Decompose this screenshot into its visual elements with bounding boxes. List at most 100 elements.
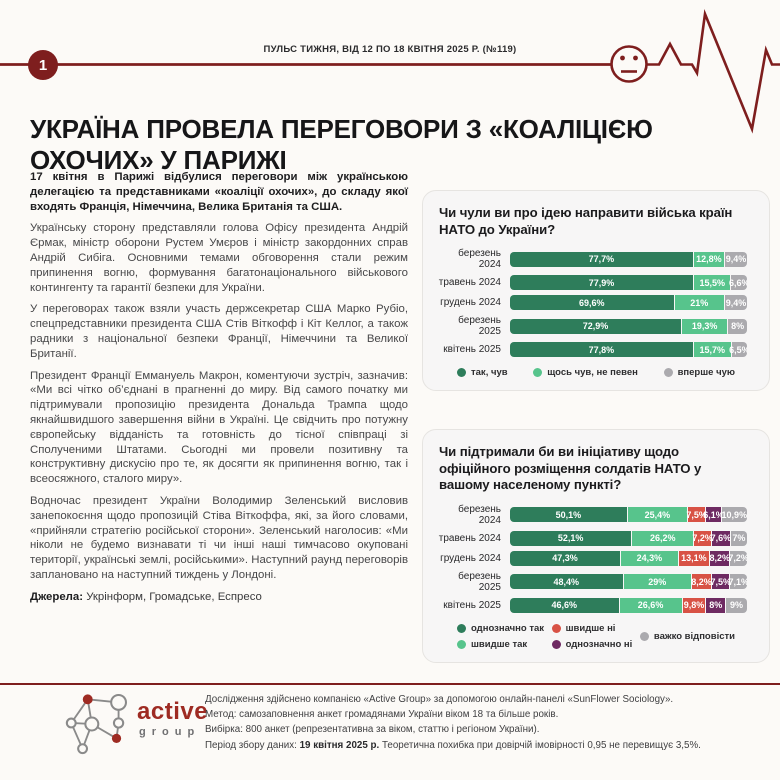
- category-label: березень 2025: [458, 570, 501, 593]
- bar-value-label: 13,1%: [681, 553, 707, 563]
- period-prefix: Період збору даних:: [205, 739, 300, 751]
- bar-value-label: 77,8%: [588, 344, 615, 355]
- stacked-bar: 77,9% 15,5%6,6%: [510, 275, 747, 290]
- bar-value-label: 15,7%: [699, 344, 726, 355]
- stacked-bar: 52,1% 26,2% 7,2% 7,6% 7%: [510, 530, 747, 546]
- bar-value-label: 52,1%: [557, 533, 584, 543]
- bar-row: квітень 2025 77,8% 15,7%6,5%: [437, 342, 747, 357]
- article-paragraph: Президент Франції Еммануель Макрон, коме…: [30, 369, 408, 486]
- methodology-line: Вибірка: 800 анкет (репрезентативна за в…: [205, 724, 540, 736]
- category-label: квітень 2025: [443, 344, 501, 355]
- legend-dot: [457, 368, 466, 377]
- bar-segment: 6,5%: [729, 342, 747, 357]
- bar-value-label: 7,1%: [728, 576, 747, 587]
- bar-value-label: 48,4%: [553, 576, 580, 587]
- legend-item: однозначно так: [457, 623, 544, 634]
- bar-value-label: 6,1%: [703, 509, 724, 520]
- bar-segment: 26,6%: [619, 597, 682, 613]
- article-column: 17 квітня в Парижі відбулися переговори …: [30, 170, 408, 612]
- bar-segment: 15,7%: [693, 342, 731, 357]
- bar-value-label: 15,5%: [699, 277, 726, 288]
- bar-segment: 29%: [623, 574, 691, 589]
- survey-chart-nato-idea: Чи чули ви про ідею направити війська кр…: [422, 190, 770, 391]
- category-label: грудень 2024: [440, 297, 501, 308]
- bar-row: березень 2025 48,4% 29% 8,2% 7,5% 7,1%: [437, 571, 747, 593]
- legend-label: вперше чую: [677, 367, 735, 378]
- stacked-bar: 48,4% 29% 8,2% 7,5% 7,1%: [510, 574, 747, 589]
- category-label: травень 2024: [438, 277, 501, 288]
- legend-label: швидше так: [471, 638, 528, 650]
- chart-title: Чи чули ви про ідею направити війська кр…: [439, 205, 733, 237]
- bar-value-label: 7%: [732, 533, 746, 543]
- header-issue-text: ПУЛЬС ТИЖНЯ, ВІД 12 ПО 18 КВІТНЯ 2025 Р.…: [263, 44, 517, 55]
- bar-segment: 9,8%: [682, 597, 706, 613]
- bar-value-label: 9,4%: [725, 297, 747, 308]
- ekg-heartbeat-icon: [646, 9, 780, 134]
- bar-value-label: 6,6%: [728, 277, 747, 288]
- legend-item: швидше ні: [551, 622, 633, 634]
- legend-item: швидше так: [457, 639, 544, 650]
- bar-row: квітень 2025 46,6% 26,6% 9,8% 8% 9%: [437, 597, 747, 613]
- stacked-bar: 50,1% 25,4% 7,5% 6,1% 10,9%: [510, 507, 747, 522]
- bar-segment: 7,1%: [728, 574, 747, 589]
- stacked-bar: 69,6% 21% 9,4%: [510, 295, 747, 310]
- sources-label: Джерела:: [30, 590, 84, 603]
- bar-segment: 24,3%: [621, 550, 678, 566]
- bar-value-label: 77,9%: [588, 277, 615, 288]
- stacked-bar: 72,9% 19,3% 8%: [510, 318, 747, 334]
- legend-label: швидше ні: [565, 622, 616, 634]
- bar-value-label: 69,6%: [579, 297, 605, 308]
- bar-value-label: 7,2%: [728, 553, 747, 563]
- methodology-notes: Дослідження здійснено компанією «Active …: [205, 692, 770, 753]
- bar-row: березень 2024 50,1% 25,4% 7,5% 6,1% 10,9%: [437, 504, 747, 526]
- bar-segment: 7%: [730, 530, 747, 546]
- legend-label: так, чув: [471, 367, 508, 378]
- bar-value-label: 47,3%: [552, 553, 578, 563]
- bar-segment: 9,4%: [724, 251, 747, 267]
- sources-line: Джерела: Укрінформ, Громадське, Еспресо: [30, 590, 408, 605]
- bar-segment: 52,1%: [510, 530, 632, 546]
- bar-value-label: 77,7%: [588, 254, 615, 264]
- chart-rows: березень 2024 77,7% 12,8% 9,4% травень 2024 7…: [437, 248, 747, 357]
- bar-row: грудень 2024 69,6% 21% 9,4%: [437, 295, 747, 310]
- bar-segment: 21%: [674, 295, 724, 310]
- bar-value-label: 7,6%: [710, 533, 732, 543]
- chart-rows: березень 2024 50,1% 25,4% 7,5% 6,1% 10,9% трав…: [437, 504, 747, 613]
- bar-segment: 46,6%: [510, 597, 619, 613]
- category-label: березень 2025: [458, 315, 501, 337]
- article-paragraph: Водночас президент України Володимир Зел…: [30, 494, 408, 581]
- category-label: грудень 2024: [440, 552, 501, 564]
- bar-segment: 7,2%: [728, 550, 747, 566]
- stacked-bar: 46,6% 26,6% 9,8% 8% 9%: [510, 597, 747, 613]
- footer-divider: [0, 683, 780, 685]
- legend-label: однозначно ні: [565, 638, 633, 650]
- legend-dot: [551, 623, 561, 633]
- bar-value-label: 19,3%: [691, 321, 718, 331]
- chart-legend: однозначно так швидше так швидше ні однозна…: [437, 623, 747, 650]
- bar-value-label: 25,4%: [644, 509, 671, 520]
- chart-legend: так, чув щось чув, не певен вперше чую: [437, 367, 747, 378]
- bar-segment: 6,6%: [728, 275, 747, 290]
- methodology-line: Дослідження здійснено компанією «Active …: [205, 694, 674, 705]
- stacked-bar: 77,7% 12,8% 9,4%: [510, 251, 747, 267]
- bar-segment: 48,4%: [510, 574, 623, 589]
- bar-value-label: 26,6%: [637, 600, 664, 610]
- category-label: березень 2024: [458, 248, 501, 270]
- category-label: травень 2024: [438, 532, 501, 544]
- legend-column: важко відповісти: [639, 631, 735, 642]
- legend-label: щось чув, не певен: [547, 367, 638, 378]
- methodology-line: Період збору даних: 19 квітня 2025 р. Те…: [205, 738, 770, 753]
- bar-value-label: 50,1%: [555, 509, 582, 520]
- article-paragraph: У переговорах також взяли участь держсек…: [30, 303, 408, 360]
- bar-value-label: 7,5%: [710, 576, 732, 587]
- page-title: УКРАЇНА ПРОВЕЛА ПЕРЕГОВОРИ З «КОАЛІЦІЄЮ …: [30, 114, 653, 176]
- bar-segment: 12,8%: [693, 251, 724, 267]
- bar-value-label: 9%: [730, 600, 744, 610]
- category-label: березень 2024: [458, 503, 501, 526]
- bar-row: березень 2025 72,9% 19,3% 8%: [437, 315, 747, 337]
- bar-row: травень 2024 52,1% 26,2% 7,2% 7,6% 7%: [437, 530, 747, 546]
- bar-value-label: 12,8%: [696, 254, 722, 264]
- stacked-bar: 77,8% 15,7%6,5%: [510, 342, 747, 357]
- active-group-logo-icon: [65, 693, 128, 755]
